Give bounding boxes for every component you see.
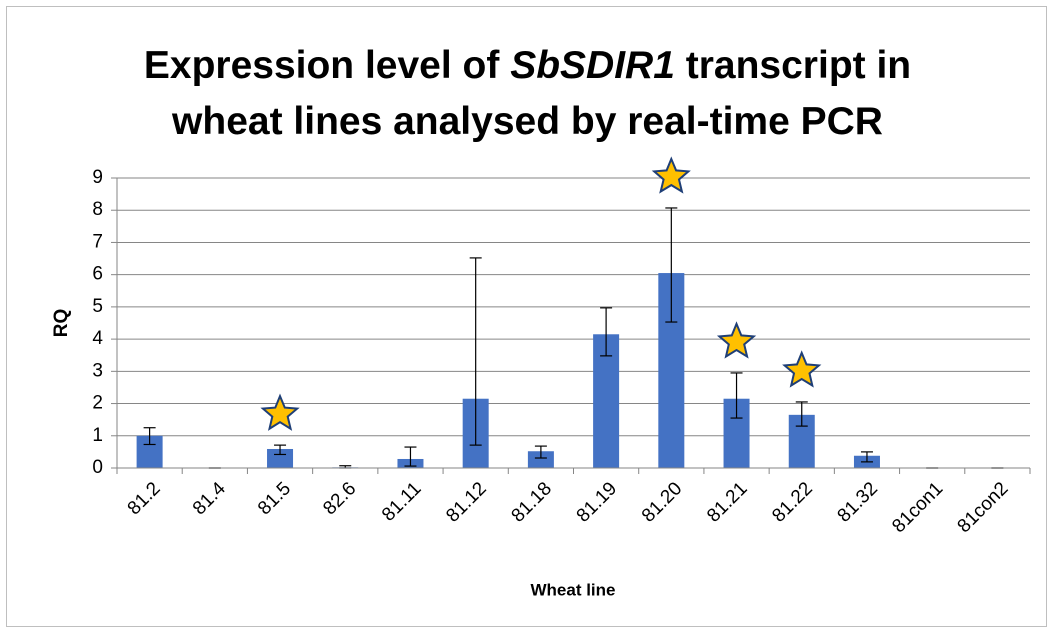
title-text: Expression level of [143, 44, 500, 87]
y-tick-label: 7 [92, 231, 103, 252]
significance-star [716, 321, 757, 359]
significance-star [782, 350, 822, 388]
y-tick-label: 3 [92, 360, 103, 381]
y-tick-label: 8 [92, 199, 103, 220]
title-text: transcript in [685, 44, 912, 87]
title-gene: SbSDIR1 [510, 44, 675, 87]
x-tick-label: 81.32 [834, 478, 882, 526]
chart-frame [6, 6, 1047, 627]
x-tick-label: 81.20 [638, 478, 686, 526]
y-tick-label: 1 [92, 425, 103, 446]
x-tick-label: 81.12 [442, 478, 490, 526]
y-tick-label: 4 [92, 328, 103, 349]
y-tick-label: 6 [92, 264, 103, 285]
significance-star [260, 393, 300, 431]
bar [267, 448, 294, 468]
x-tick-label: 82.6 [319, 478, 360, 519]
significance-star [651, 156, 691, 194]
x-axis-label: Wheat line [530, 580, 615, 599]
title-text: wheat lines analysed by real-time PCR [172, 100, 883, 143]
x-tick-label: 81.5 [254, 478, 295, 519]
x-tick-label: 81.2 [124, 478, 165, 519]
chart-title: Expression level of SbSDIR1 transcript i… [0, 38, 1055, 150]
y-axis-label: RQ [51, 309, 72, 338]
x-tick-label: 81.4 [189, 478, 230, 519]
x-tick-label: 81.11 [378, 478, 425, 525]
x-tick-label: 81con1 [888, 478, 947, 537]
y-tick-label: 2 [92, 393, 103, 414]
y-tick-label: 0 [92, 457, 103, 478]
y-tick-label: 9 [92, 167, 103, 188]
x-tick-label: 81.18 [508, 478, 556, 526]
bar [593, 334, 620, 468]
bar [527, 451, 554, 468]
x-tick-label: 81.21 [703, 478, 751, 526]
x-tick-label: 81.22 [768, 478, 816, 526]
y-tick-label: 5 [92, 296, 103, 317]
x-tick-label: 81.19 [573, 478, 621, 526]
x-tick-label: 81con2 [954, 478, 1013, 537]
